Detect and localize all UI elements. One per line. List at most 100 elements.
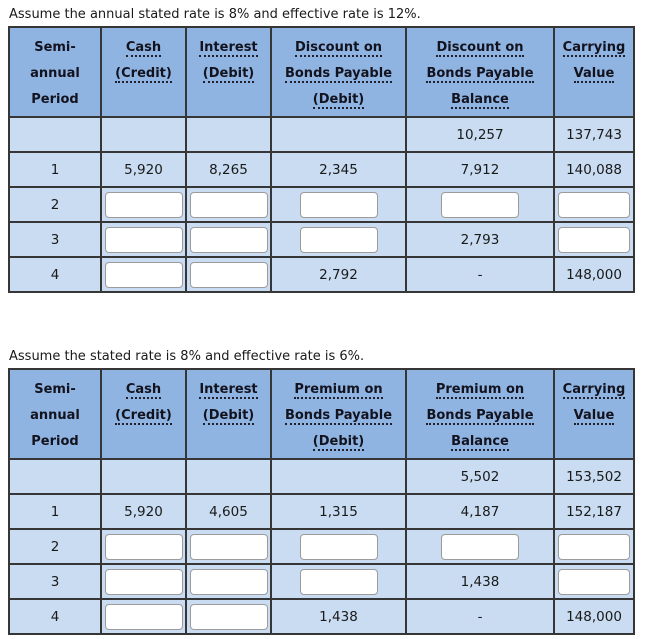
table-row: 2 xyxy=(8,186,635,223)
cash-header: Cash (Credit) xyxy=(100,368,187,460)
cash-cell: 5,920 xyxy=(100,493,187,530)
premium-debit-cell: 1,438 xyxy=(270,598,407,635)
t2-r4-cash-input[interactable] xyxy=(104,603,183,630)
t1-r4-interest-input[interactable] xyxy=(189,261,268,288)
period-cell: 1 xyxy=(8,151,102,188)
carrying-value-cell: 152,187 xyxy=(553,493,635,530)
t2-r3-cash-input[interactable] xyxy=(104,568,183,595)
discount-debit-header: Discount on Bonds Payable (Debit) xyxy=(270,26,407,118)
period-cell: 4 xyxy=(8,256,102,293)
interest-cell xyxy=(185,221,272,258)
table-row: 4 2,792 - 148,000 xyxy=(8,256,635,293)
period-cell: 2 xyxy=(8,528,102,565)
cash-cell xyxy=(100,598,187,635)
carrying-value-cell xyxy=(553,528,635,565)
discount-balance-cell: - xyxy=(405,256,555,293)
cash-cell xyxy=(100,221,187,258)
period-cell: 4 xyxy=(8,598,102,635)
interest-cell xyxy=(185,116,272,153)
premium-balance-cell: - xyxy=(405,598,555,635)
t2-r3-interest-input[interactable] xyxy=(189,568,268,595)
discount-balance-cell xyxy=(405,186,555,223)
t2-r4-interest-input[interactable] xyxy=(189,603,268,630)
discount-amortization-table: Semi- annual Period Cash (Credit) Intere… xyxy=(8,26,635,293)
interest-cell xyxy=(185,186,272,223)
t1-r3-interest-input[interactable] xyxy=(189,226,268,253)
interest-header: Interest (Debit) xyxy=(185,26,272,118)
cash-cell xyxy=(100,528,187,565)
cash-cell xyxy=(100,186,187,223)
t1-r2-carrying-input[interactable] xyxy=(558,191,630,218)
carrying-value-cell: 153,502 xyxy=(553,458,635,495)
t2-r2-premium-debit-input[interactable] xyxy=(299,533,378,560)
table-row: 1 5,920 8,265 2,345 7,912 140,088 xyxy=(8,151,635,188)
header-row: Semi- annual Period Cash (Credit) Intere… xyxy=(8,368,635,460)
carrying-value-cell xyxy=(553,563,635,600)
discount-balance-header: Discount on Bonds Payable Balance xyxy=(405,26,555,118)
premium-amortization-table: Semi- annual Period Cash (Credit) Intere… xyxy=(8,368,635,635)
premium-debit-cell: 1,315 xyxy=(270,493,407,530)
t1-r2-interest-input[interactable] xyxy=(189,191,268,218)
premium-section: Assume the stated rate is 8% and effecti… xyxy=(0,349,648,635)
interest-cell xyxy=(185,256,272,293)
table-row: 4 1,438 - 148,000 xyxy=(8,598,635,635)
period-cell: 3 xyxy=(8,563,102,600)
discount-balance-cell: 10,257 xyxy=(405,116,555,153)
header-row: Semi- annual Period Cash (Credit) Intere… xyxy=(8,26,635,118)
premium-debit-header: Premium on Bonds Payable (Debit) xyxy=(270,368,407,460)
interest-cell xyxy=(185,563,272,600)
interest-cell xyxy=(185,598,272,635)
discount-balance-cell: 7,912 xyxy=(405,151,555,188)
t2-r3-premium-debit-input[interactable] xyxy=(299,568,378,595)
t2-r2-interest-input[interactable] xyxy=(189,533,268,560)
premium-debit-cell xyxy=(270,528,407,565)
t1-r2-discount-debit-input[interactable] xyxy=(299,191,378,218)
cash-cell xyxy=(100,256,187,293)
discount-debit-cell xyxy=(270,116,407,153)
t2-r2-carrying-input[interactable] xyxy=(558,533,630,560)
interest-header: Interest (Debit) xyxy=(185,368,272,460)
t1-r3-discount-debit-input[interactable] xyxy=(299,226,378,253)
period-cell xyxy=(8,116,102,153)
premium-balance-header: Premium on Bonds Payable Balance xyxy=(405,368,555,460)
t1-r2-discount-balance-input[interactable] xyxy=(441,191,519,218)
carrying-value-cell: 148,000 xyxy=(553,256,635,293)
cash-cell xyxy=(100,458,187,495)
t1-r3-carrying-input[interactable] xyxy=(558,226,630,253)
t2-r2-premium-balance-input[interactable] xyxy=(441,533,519,560)
interest-cell xyxy=(185,528,272,565)
period-header: Semi- annual Period xyxy=(8,368,102,460)
interest-cell: 8,265 xyxy=(185,151,272,188)
carrying-value-cell: 140,088 xyxy=(553,151,635,188)
period-cell: 2 xyxy=(8,186,102,223)
interest-cell: 4,605 xyxy=(185,493,272,530)
discount-debit-cell xyxy=(270,186,407,223)
discount-debit-cell: 2,792 xyxy=(270,256,407,293)
t2-r2-cash-input[interactable] xyxy=(104,533,183,560)
discount-section: Assume the annual stated rate is 8% and … xyxy=(0,7,648,293)
table-row: 10,257 137,743 xyxy=(8,116,635,153)
carrying-value-cell xyxy=(553,221,635,258)
cash-cell: 5,920 xyxy=(100,151,187,188)
section1-title: Assume the annual stated rate is 8% and … xyxy=(9,7,421,22)
table-row: 1 5,920 4,605 1,315 4,187 152,187 xyxy=(8,493,635,530)
cash-cell xyxy=(100,563,187,600)
discount-debit-cell: 2,345 xyxy=(270,151,407,188)
premium-debit-cell xyxy=(270,458,407,495)
t1-r4-cash-input[interactable] xyxy=(104,261,183,288)
t1-r2-cash-input[interactable] xyxy=(104,191,183,218)
carrying-value-cell xyxy=(553,186,635,223)
interest-cell xyxy=(185,458,272,495)
premium-balance-cell: 1,438 xyxy=(405,563,555,600)
premium-balance-cell: 4,187 xyxy=(405,493,555,530)
table-row: 3 1,438 xyxy=(8,563,635,600)
t2-r3-carrying-input[interactable] xyxy=(558,568,630,595)
period-cell: 1 xyxy=(8,493,102,530)
table-row: 2 xyxy=(8,528,635,565)
carrying-value-cell: 137,743 xyxy=(553,116,635,153)
carrying-value-header: Carrying Value xyxy=(553,368,635,460)
premium-balance-cell: 5,502 xyxy=(405,458,555,495)
carrying-value-cell: 148,000 xyxy=(553,598,635,635)
t1-r3-cash-input[interactable] xyxy=(104,226,183,253)
premium-debit-cell xyxy=(270,563,407,600)
